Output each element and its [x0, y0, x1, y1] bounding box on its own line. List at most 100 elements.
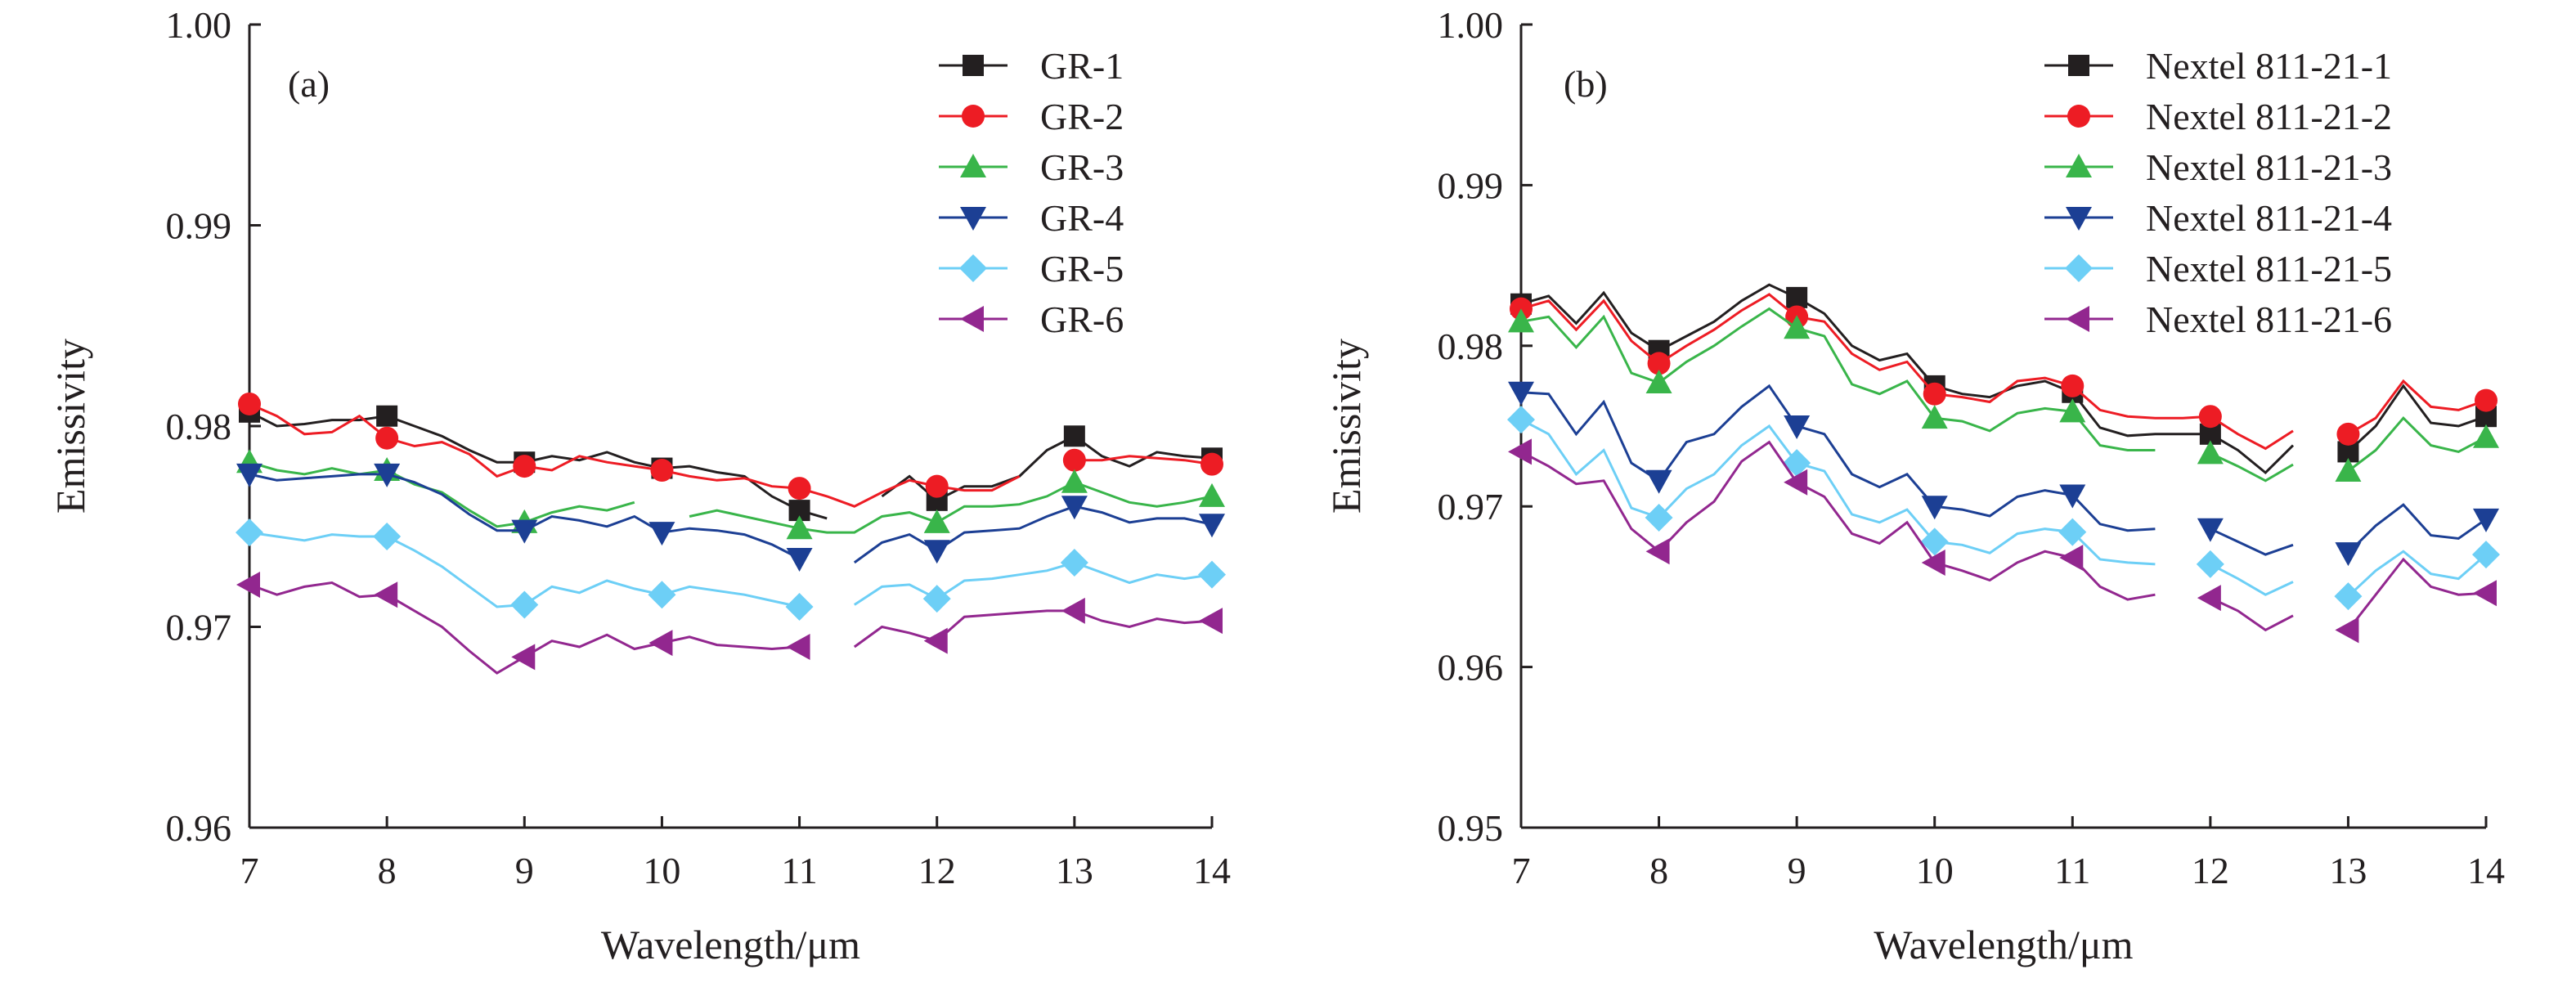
data-point: [922, 585, 951, 613]
legend-label: GR-4: [1040, 197, 1124, 239]
data-point: [1784, 469, 1808, 496]
data-point: [2473, 580, 2497, 607]
data-point: [236, 518, 263, 547]
panel-label: (b): [1564, 63, 1608, 105]
data-point: [648, 630, 673, 657]
y-tick-label: 0.95: [1438, 807, 1504, 849]
x-tick-label: 7: [240, 850, 259, 891]
data-point: [2473, 508, 2499, 532]
data-point: [2472, 541, 2500, 569]
legend-marker: [2066, 207, 2092, 231]
panel-label: (a): [288, 63, 330, 105]
data-point: [1200, 452, 1223, 476]
legend-label: GR-2: [1040, 96, 1124, 137]
y-tick-label: 0.97: [166, 607, 232, 649]
data-point: [373, 523, 402, 551]
data-point: [2197, 518, 2224, 542]
legend-label: GR-5: [1040, 248, 1124, 290]
series-6: [236, 571, 1223, 675]
legend-marker: [2066, 306, 2089, 332]
data-point: [1923, 382, 1946, 406]
legend-label: Nextel 811-21-1: [2146, 45, 2392, 87]
y-tick-label: 0.98: [166, 406, 232, 447]
y-tick-label: 1.00: [1438, 4, 1504, 46]
x-tick-label: 10: [643, 850, 680, 891]
legend-label: Nextel 811-21-2: [2146, 96, 2392, 137]
legend-marker: [962, 105, 985, 128]
data-point: [1061, 469, 1088, 493]
x-tick-label: 9: [1788, 850, 1806, 891]
data-point: [1921, 496, 1948, 520]
series-line: [1520, 307, 2487, 483]
data-point: [1508, 381, 1534, 406]
data-point: [1921, 549, 1945, 576]
chart-panel-b: 0.95 0.96 0.97 0.98 0.99 1.00 7 8 9 10 11 12 13 14 Wav…: [1323, 4, 2505, 967]
data-point: [1645, 538, 1670, 565]
data-point: [1645, 503, 1673, 532]
chart-panel-a: 0.96 0.97 0.98 0.99 1.00 7 8 9 10 11 12 13 14 Wavelen…: [47, 4, 1231, 967]
data-point: [510, 590, 539, 619]
series-4: [1508, 381, 2499, 567]
data-point: [236, 463, 263, 487]
legend-label: GR-1: [1040, 45, 1124, 87]
data-point: [376, 405, 398, 427]
data-point: [1508, 438, 1532, 465]
data-point: [2198, 405, 2222, 429]
data-point: [923, 540, 950, 564]
data-point: [1647, 352, 1671, 375]
legend-marker: [960, 154, 986, 177]
legend-marker: [2067, 105, 2090, 128]
y-axis-title: Emissivity: [47, 339, 93, 514]
data-point: [2335, 457, 2362, 482]
data-point: [786, 515, 813, 540]
data-point: [1784, 415, 1811, 439]
data-point: [1784, 315, 1811, 339]
x-tick-label: 11: [2054, 850, 2090, 891]
data-point: [511, 644, 536, 671]
data-point: [1060, 548, 1088, 577]
data-point: [925, 474, 949, 498]
data-point: [511, 519, 538, 544]
data-point: [2335, 617, 2359, 644]
legend-marker: [960, 207, 986, 231]
legend-marker: [963, 55, 984, 76]
data-point: [2059, 398, 2086, 423]
series-2: [1510, 293, 2497, 451]
data-point: [1507, 406, 1535, 434]
y-tick-label: 0.99: [1438, 164, 1504, 206]
data-point: [1199, 483, 1225, 507]
data-point: [2197, 440, 2224, 465]
data-point: [1199, 608, 1223, 635]
series-5: [236, 518, 1226, 621]
x-tick-label: 7: [1512, 850, 1531, 891]
x-tick-label: 9: [515, 850, 534, 891]
data-point: [786, 634, 810, 661]
data-point: [648, 581, 676, 609]
data-point: [2335, 542, 2362, 567]
x-tick-label: 8: [1649, 850, 1668, 891]
x-tick-label: 12: [918, 850, 956, 891]
data-point: [1645, 369, 1672, 393]
data-point: [1920, 527, 1949, 556]
x-axis-title: Wavelength/μm: [1874, 922, 2133, 967]
data-point: [785, 592, 814, 621]
legend-label: Nextel 811-21-6: [2146, 298, 2392, 340]
x-tick-label: 14: [2467, 850, 2505, 891]
series-6: [1508, 438, 2497, 644]
data-point: [2197, 585, 2221, 612]
data-point: [1199, 514, 1225, 538]
data-point: [236, 571, 260, 598]
series-line: [249, 402, 1213, 508]
data-point: [923, 627, 948, 654]
series-line: [1520, 384, 2487, 556]
legend-label: Nextel 811-21-3: [2146, 146, 2392, 188]
legend-label: Nextel 811-21-4: [2146, 197, 2392, 239]
data-point: [1062, 448, 1086, 472]
series-5: [1507, 406, 2500, 611]
data-point: [2059, 484, 2086, 509]
data-point: [923, 509, 950, 533]
series-3: [1508, 307, 2499, 483]
y-tick-label: 0.96: [166, 807, 232, 849]
data-point: [788, 477, 811, 500]
